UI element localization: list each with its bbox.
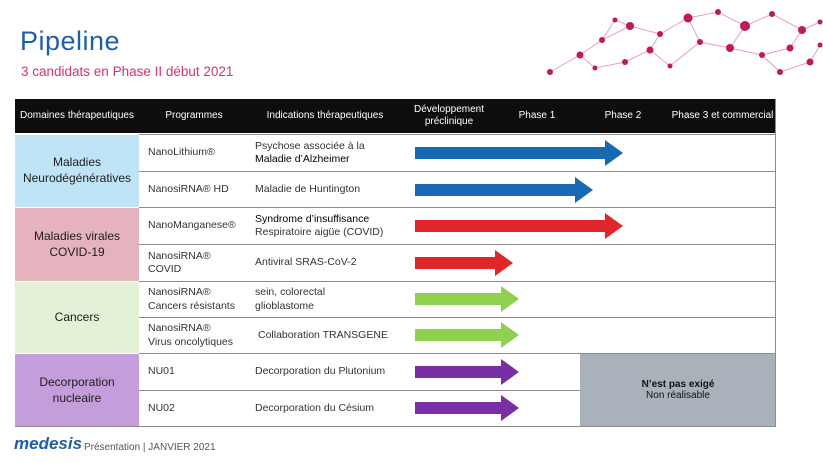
row-divider bbox=[139, 390, 580, 391]
indication-cell: Syndrome d’insuffisance Respiratoire aig… bbox=[255, 208, 383, 244]
progress-arrow bbox=[415, 140, 623, 166]
page-subtitle: 3 candidats en Phase II début 2021 bbox=[21, 64, 234, 79]
col-phase2: Phase 2 bbox=[604, 109, 642, 121]
program-name: NanoLithium® bbox=[148, 146, 215, 159]
pipeline-table: Domaines thérapeutiques Programmes Indic… bbox=[15, 99, 776, 427]
col-preclinique: Développement préclinique bbox=[413, 103, 485, 128]
indication-cell: Decorporation du Plutonium bbox=[255, 354, 385, 390]
indication-line: Psychose associée à la bbox=[255, 139, 365, 152]
indication-line: Decorporation du Césium bbox=[255, 402, 375, 415]
col-programmes: Programmes bbox=[165, 109, 223, 121]
program-cell: NanosiRNA® Virus oncolytiques bbox=[148, 318, 233, 353]
indication-line: Maladie d’Alzheimer bbox=[255, 153, 350, 165]
program-cell: NanoLithium® bbox=[148, 135, 215, 171]
program-cell: NU02 bbox=[148, 391, 175, 427]
indication-line: Respiratoire aigüe (COVID) bbox=[255, 226, 384, 238]
row-divider bbox=[139, 281, 776, 282]
indication-line: Collaboration TRANSGENE bbox=[258, 328, 388, 341]
program-name: COVID bbox=[148, 263, 182, 275]
program-cell: NU01 bbox=[148, 354, 175, 390]
progress-arrow bbox=[415, 395, 519, 421]
indication-line: glioblastome bbox=[255, 299, 314, 312]
row-divider bbox=[139, 207, 776, 208]
progress-arrow bbox=[415, 359, 519, 385]
progress-arrow bbox=[415, 250, 513, 276]
note-title: N’est pas exigé bbox=[641, 379, 715, 390]
medesis-logo: medesis bbox=[14, 434, 83, 453]
progress-arrow bbox=[415, 213, 623, 239]
program-name: Virus oncolytiques bbox=[148, 335, 234, 348]
program-name: Cancers résistants bbox=[148, 299, 235, 312]
col-indications: Indications thérapeutiques bbox=[266, 109, 384, 121]
row-divider bbox=[139, 134, 776, 135]
col-phase1: Phase 1 bbox=[518, 109, 556, 121]
program-name: NanosiRNA® bbox=[148, 322, 211, 335]
program-name: NanosiRNA® bbox=[148, 286, 211, 299]
domain-neuro: Maladies Neurodégénératives bbox=[15, 135, 139, 207]
progress-arrow bbox=[415, 322, 519, 348]
indication-cell: Antiviral SRAS-CoV-2 bbox=[255, 245, 357, 281]
table-header: Domaines thérapeutiques Programmes Indic… bbox=[15, 99, 776, 133]
molecule-decoration bbox=[547, 9, 823, 75]
row-divider bbox=[139, 171, 776, 172]
progress-arrow bbox=[415, 286, 519, 312]
indication-cell: Collaboration TRANSGENE bbox=[258, 318, 388, 353]
program-name: NanoManganese® bbox=[148, 219, 236, 232]
indication-line: Decorporation du Plutonium bbox=[255, 365, 386, 378]
row-divider bbox=[139, 353, 776, 354]
domain-decorporation: Decorporation nucleaire bbox=[15, 354, 139, 427]
indication-line: Syndrome d’insuffisance bbox=[255, 212, 370, 225]
program-name: NanosiRNA® bbox=[148, 249, 211, 262]
indication-line: sein, colorectal bbox=[255, 286, 326, 299]
program-cell: NanoManganese® bbox=[148, 208, 236, 244]
col-phase3: Phase 3 et commercial bbox=[671, 109, 774, 121]
program-cell: NanosiRNA® COVID bbox=[148, 245, 211, 281]
indication-line: Antiviral SRAS-CoV-2 bbox=[255, 256, 357, 269]
indication-cell: Maladie de Huntington bbox=[255, 172, 360, 207]
note-subtitle: Non réalisable bbox=[646, 390, 710, 401]
program-name: NU01 bbox=[148, 365, 175, 378]
program-name: NU02 bbox=[148, 402, 175, 415]
row-divider bbox=[139, 317, 776, 318]
domain-covid: Maladies virales COVID-19 bbox=[15, 208, 139, 281]
col-domaines: Domaines thérapeutiques bbox=[20, 109, 134, 121]
footer-text: Présentation | JANVIER 2021 bbox=[84, 442, 216, 453]
indication-cell: Decorporation du Césium bbox=[255, 391, 374, 427]
row-divider bbox=[139, 244, 776, 245]
program-cell: NanosiRNA® Cancers résistants bbox=[148, 282, 235, 317]
indication-cell: Psychose associée à la Maladie d’Alzheim… bbox=[255, 135, 365, 171]
page-title: Pipeline bbox=[20, 26, 121, 56]
not-required-box: N’est pas exigé Non réalisable bbox=[580, 354, 776, 426]
program-name: NanosiRNA® HD bbox=[148, 182, 229, 195]
domain-cancers: Cancers bbox=[15, 282, 139, 353]
indication-cell: sein, colorectal glioblastome bbox=[255, 282, 325, 317]
progress-arrow bbox=[415, 177, 593, 203]
program-cell: NanosiRNA® HD bbox=[148, 172, 229, 207]
indication-line: Maladie de Huntington bbox=[255, 182, 361, 195]
